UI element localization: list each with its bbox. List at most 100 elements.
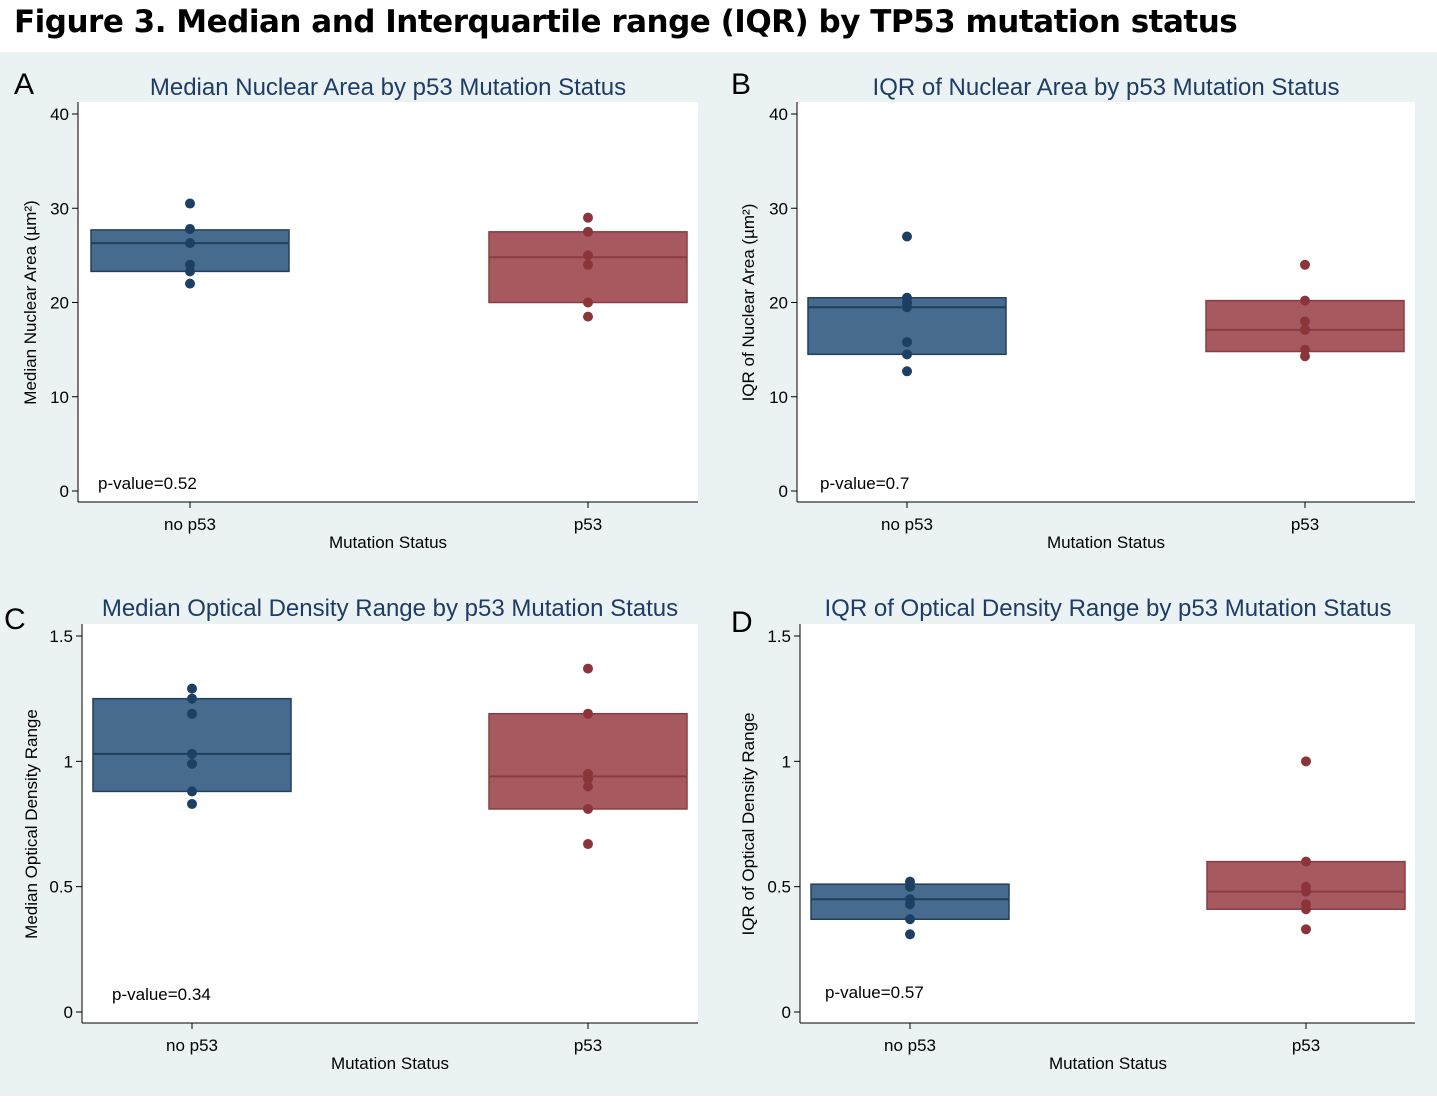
x-tick-label: no p53 [164, 515, 216, 534]
x-axis-label: Mutation Status [331, 1054, 449, 1073]
panel-b: B [731, 68, 1415, 502]
panel-c: C [4, 603, 698, 1023]
data-point [583, 803, 593, 814]
y-tick-label: 30 [769, 199, 788, 218]
data-point [187, 693, 197, 704]
box-no-p53 [92, 683, 292, 809]
plot-area-d [800, 624, 1415, 1023]
data-point [185, 278, 195, 289]
data-point [1300, 316, 1310, 327]
data-point [1300, 295, 1310, 306]
data-point [187, 798, 197, 809]
panel-d: D [731, 606, 1415, 1023]
y-tick-label: 0.5 [767, 878, 791, 897]
box-no-p53 [807, 231, 1007, 377]
data-point [187, 786, 197, 797]
x-axis-label: Mutation Status [1049, 1054, 1167, 1073]
p-value-annotation: p-value=0.57 [825, 983, 924, 1002]
chart-title: Median Nuclear Area by p53 Mutation Stat… [150, 74, 626, 101]
x-tick-label: p53 [574, 515, 602, 534]
chart-b: IQR of Nuclear Area by p53 Mutation Stat… [739, 74, 1415, 552]
data-point [185, 198, 195, 209]
panel-letter-a: A [14, 68, 34, 101]
x-tick-label: no p53 [884, 1036, 936, 1055]
data-point [187, 708, 197, 719]
chart-d: IQR of Optical Density Range by p53 Muta… [739, 595, 1415, 1073]
data-point [905, 929, 915, 940]
y-tick-label: 1.5 [767, 627, 791, 646]
p-value-annotation: p-value=0.7 [820, 474, 909, 493]
chart-a: Median Nuclear Area by p53 Mutation Stat… [21, 74, 698, 552]
y-tick-label: 0 [64, 1003, 73, 1022]
data-point [583, 773, 593, 784]
p-value-annotation: p-value=0.34 [112, 985, 211, 1004]
figure-panel-area: A B C D Median Nuclear Area by p53 Mutat… [0, 52, 1437, 1096]
data-point [1301, 856, 1311, 867]
data-point [583, 311, 593, 322]
y-axis-label: Median Nuclear Area (µm²) [21, 200, 40, 404]
data-point [185, 266, 195, 277]
y-tick-label: 30 [50, 199, 69, 218]
box-p53 [488, 663, 688, 850]
data-point [583, 839, 593, 850]
x-tick-label: p53 [1292, 1036, 1320, 1055]
data-point [902, 302, 912, 313]
x-axis-label: Mutation Status [1047, 533, 1165, 552]
data-point [583, 297, 593, 308]
data-point [583, 226, 593, 237]
data-point [187, 758, 197, 769]
box-p53 [1205, 259, 1405, 362]
figure-svg: A B C D Median Nuclear Area by p53 Mutat… [4, 68, 1415, 1073]
panel-letter-d: D [731, 606, 753, 639]
data-point [905, 881, 915, 892]
box-p53 [488, 212, 688, 322]
data-point [583, 250, 593, 261]
x-tick-label: p53 [574, 1036, 602, 1055]
box-p53 [1206, 756, 1406, 935]
y-tick-label: 20 [769, 294, 788, 313]
data-point [905, 899, 915, 910]
data-point [902, 366, 912, 377]
data-point [1300, 324, 1310, 335]
x-tick-label: p53 [1291, 515, 1319, 534]
box-no-p53 [810, 876, 1010, 940]
data-point [185, 238, 195, 249]
data-point [1301, 924, 1311, 935]
data-point [583, 708, 593, 719]
data-point [583, 212, 593, 223]
y-axis-label: IQR of Nuclear Area (µm²) [739, 204, 758, 402]
data-point [902, 337, 912, 348]
y-tick-label: 1 [782, 752, 791, 771]
chart-c: Median Optical Density Range by p53 Muta… [22, 595, 698, 1073]
y-tick-label: 0 [60, 482, 69, 501]
data-point [185, 223, 195, 234]
y-tick-label: 40 [769, 105, 788, 124]
chart-title: IQR of Nuclear Area by p53 Mutation Stat… [873, 74, 1340, 101]
x-axis-label: Mutation Status [329, 533, 447, 552]
data-point [1301, 756, 1311, 767]
y-tick-label: 1.5 [49, 627, 73, 646]
y-tick-label: 1 [64, 752, 73, 771]
data-point [583, 259, 593, 270]
panel-letter-c: C [4, 603, 26, 636]
panel-letter-b: B [731, 68, 751, 101]
y-tick-label: 40 [50, 105, 69, 124]
data-point [187, 748, 197, 759]
data-point [1300, 351, 1310, 362]
box-no-p53 [90, 198, 290, 289]
x-tick-label: no p53 [881, 515, 933, 534]
data-point [1301, 886, 1311, 897]
data-point [902, 349, 912, 360]
p-value-annotation: p-value=0.52 [98, 474, 197, 493]
data-point [1300, 259, 1310, 270]
iqr-box [488, 712, 688, 810]
data-point [902, 231, 912, 242]
plot-area-c [82, 624, 698, 1023]
y-tick-label: 0 [779, 482, 788, 501]
chart-title: IQR of Optical Density Range by p53 Muta… [825, 595, 1392, 622]
data-point [187, 683, 197, 694]
y-axis-label: IQR of Optical Density Range [739, 713, 758, 936]
y-tick-label: 0 [782, 1003, 791, 1022]
x-tick-label: no p53 [166, 1036, 218, 1055]
y-tick-label: 0.5 [49, 878, 73, 897]
